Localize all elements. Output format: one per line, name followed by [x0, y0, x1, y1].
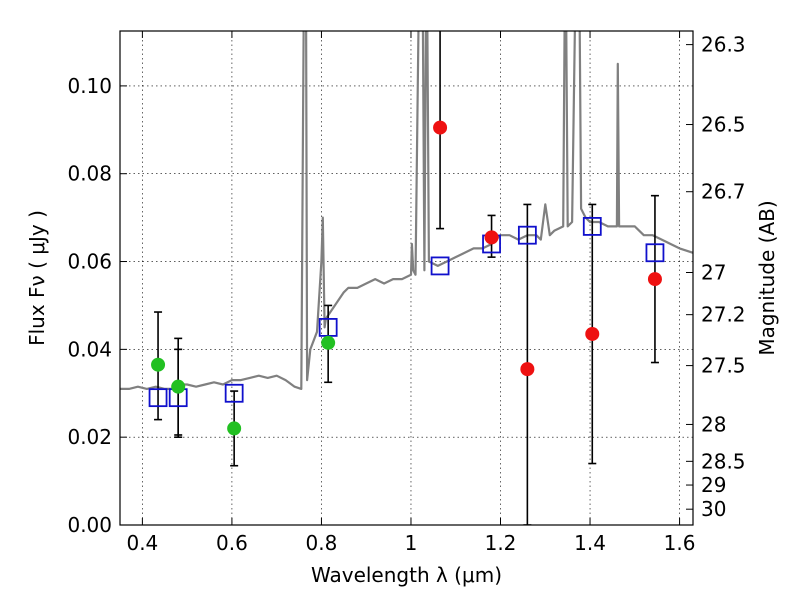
model-square-point: [517, 225, 537, 245]
y2-tick-label: 28.5: [701, 449, 746, 473]
y2-tick-label: 30: [701, 497, 726, 521]
model-square-point: [430, 256, 450, 276]
x-tick-label: 1.2: [485, 531, 517, 555]
x-axis-title: Wavelength λ (μm): [311, 563, 502, 587]
model-square-point: [224, 383, 244, 403]
plot-area: [120, 31, 693, 525]
plot-frame: [119, 30, 694, 526]
y-tick-label: 0.02: [67, 425, 112, 449]
y2-tick-label: 27.2: [701, 303, 746, 327]
photometry-point: [227, 421, 242, 436]
y2-tick-label: 27.5: [701, 354, 746, 378]
axis-ticks: 0.4 0.6 0.8 1 1.2 1.4 1.6 0.00 0.02 0.04 0.06 0.08 0…: [67, 31, 746, 555]
y-axis-title: Flux Fν ( μJy ): [25, 210, 49, 346]
photometry-point: [171, 379, 186, 394]
x-tick-label: 1: [405, 531, 418, 555]
y2-tick-label: 28: [701, 412, 726, 436]
y-tick-label: 0.04: [67, 337, 112, 361]
spectrum-line: [120, 31, 693, 390]
y-tick-label: 0.08: [67, 162, 112, 186]
y-tick-label: 0.06: [67, 250, 112, 274]
y2-tick-label: 26.5: [701, 113, 746, 137]
y2-tick-label: 27: [701, 261, 726, 285]
y2-tick-label: 29: [701, 473, 726, 497]
photometry-point: [321, 335, 336, 350]
x-tick-label: 0.4: [126, 531, 158, 555]
x-tick-label: 0.8: [306, 531, 338, 555]
model-square-point: [582, 217, 602, 236]
model-square-point: [645, 243, 665, 263]
photometry-point: [433, 120, 448, 135]
y2-tick-label: 26.7: [701, 180, 746, 204]
x-tick-label: 0.6: [216, 531, 248, 555]
y-tick-label: 0.00: [67, 513, 112, 537]
grid-lines: [120, 31, 693, 525]
photometry-point: [585, 326, 600, 341]
y2-tick-label: 26.3: [701, 33, 746, 57]
y2-axis-title: Magnitude (AB): [755, 200, 779, 355]
x-tick-label: 1.4: [574, 531, 606, 555]
x-tick-label: 1.6: [664, 531, 696, 555]
model-square-point: [148, 388, 168, 408]
photometry-point: [151, 357, 166, 372]
photometry-point: [647, 272, 662, 287]
photometry-point: [484, 230, 499, 245]
y-tick-label: 0.10: [67, 74, 112, 98]
photometry-point: [520, 362, 535, 377]
